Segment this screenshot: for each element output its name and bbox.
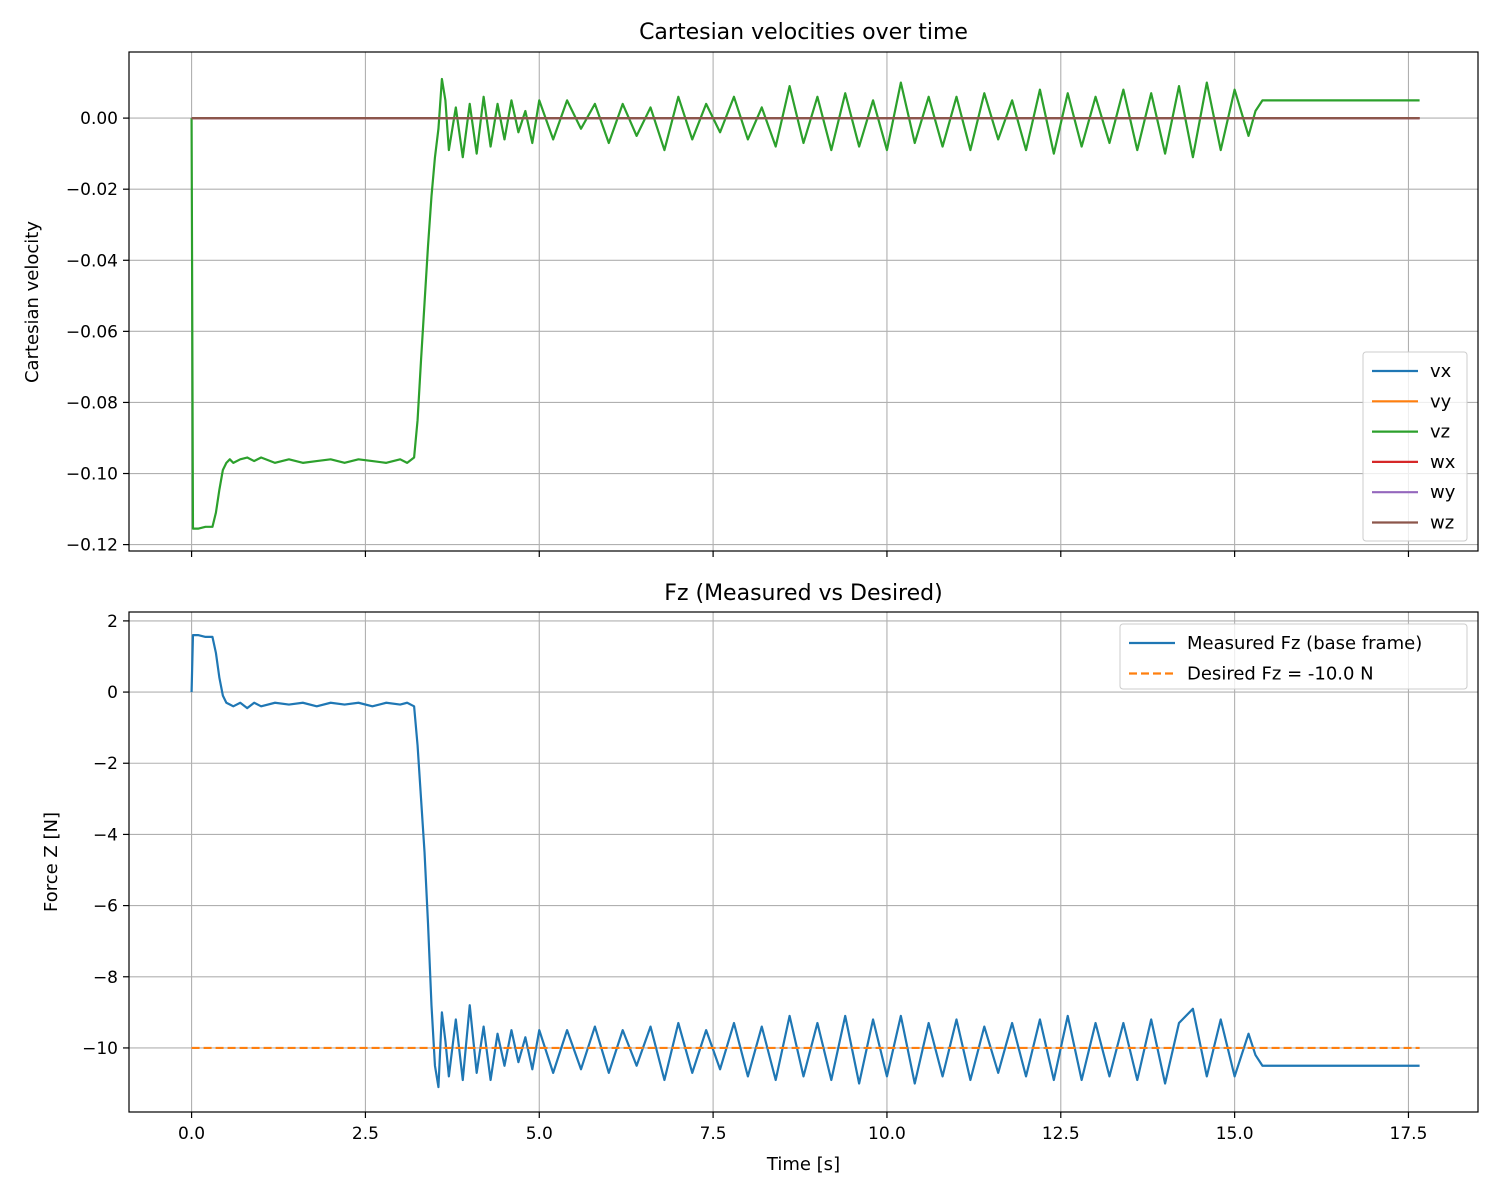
y-tick-label: −0.02 bbox=[66, 180, 118, 200]
legend-label: vx bbox=[1430, 361, 1452, 382]
x-tick-label: 15.0 bbox=[1216, 1124, 1254, 1144]
force-panel: 0.0 2.5 5.0 7.5 10.0 12.5 15.0 17.5 2 0 −2 −4 −6 −8 −1… bbox=[41, 581, 1479, 1175]
legend-label: Measured Fz (base frame) bbox=[1187, 633, 1422, 654]
velocity-legend: vx vy vz wx wy wz bbox=[1362, 351, 1468, 542]
y-tick-label: 0.00 bbox=[80, 109, 118, 129]
y-tick-label: 2 bbox=[107, 612, 118, 632]
y-tick-label: 0 bbox=[107, 683, 118, 703]
y-tick-label: −8 bbox=[93, 968, 118, 988]
y-tick-label: −10 bbox=[82, 1039, 118, 1059]
y-tick-label: −0.12 bbox=[66, 536, 118, 556]
force-legend: Measured Fz (base frame) Desired Fz = -10… bbox=[1119, 623, 1468, 690]
velocity-axes-frame bbox=[128, 51, 1479, 552]
force-chart-title: Fz (Measured vs Desired) bbox=[664, 581, 942, 606]
series-measured-fz-base-frame-line bbox=[190, 634, 1420, 1089]
force-ticks: 0.0 2.5 5.0 7.5 10.0 12.5 15.0 17.5 2 0 −2 −4 −6 −8 −1… bbox=[82, 612, 1427, 1144]
legend-label: vy bbox=[1430, 391, 1452, 412]
legend-label: Desired Fz = -10.0 N bbox=[1187, 664, 1374, 685]
velocity-chart-title: Cartesian velocities over time bbox=[639, 20, 968, 45]
y-tick-label: −0.06 bbox=[66, 322, 118, 342]
x-tick-label: 10.0 bbox=[868, 1124, 906, 1144]
x-tick-label: 7.5 bbox=[700, 1124, 727, 1144]
series-vz-line bbox=[190, 77, 1420, 530]
x-tick-label: 17.5 bbox=[1390, 1124, 1428, 1144]
y-tick-label: −6 bbox=[93, 897, 118, 917]
legend-label: vz bbox=[1430, 422, 1450, 443]
legend-frame bbox=[1119, 623, 1468, 690]
y-tick-label: −2 bbox=[93, 754, 118, 774]
force-lines bbox=[190, 634, 1420, 1089]
x-tick-label: 0.0 bbox=[178, 1124, 205, 1144]
legend-label: wz bbox=[1430, 513, 1454, 534]
y-tick-label: −4 bbox=[93, 825, 118, 845]
legend-frame bbox=[1362, 351, 1468, 542]
x-tick-label: 12.5 bbox=[1042, 1124, 1080, 1144]
y-tick-label: −0.04 bbox=[66, 251, 118, 271]
velocity-ticks: 0.00 −0.02 −0.04 −0.06 −0.08 −0.10 −0.12 bbox=[66, 109, 1410, 557]
y-tick-label: −0.10 bbox=[66, 465, 118, 485]
force-x-axis-label: Time [s] bbox=[766, 1154, 840, 1175]
force-axes-frame bbox=[128, 611, 1479, 1113]
y-tick-label: −0.08 bbox=[66, 393, 118, 413]
legend-label: wy bbox=[1430, 482, 1456, 503]
force-y-axis-label: Force Z [N] bbox=[41, 812, 62, 912]
velocity-y-axis-label: Cartesian velocity bbox=[22, 221, 43, 383]
legend-label: wx bbox=[1430, 452, 1456, 473]
velocity-lines bbox=[190, 77, 1420, 530]
x-tick-label: 2.5 bbox=[352, 1124, 379, 1144]
x-tick-label: 5.0 bbox=[526, 1124, 553, 1144]
velocity-panel: 0.00 −0.02 −0.04 −0.06 −0.08 −0.10 −0.12 Carte… bbox=[22, 20, 1479, 557]
